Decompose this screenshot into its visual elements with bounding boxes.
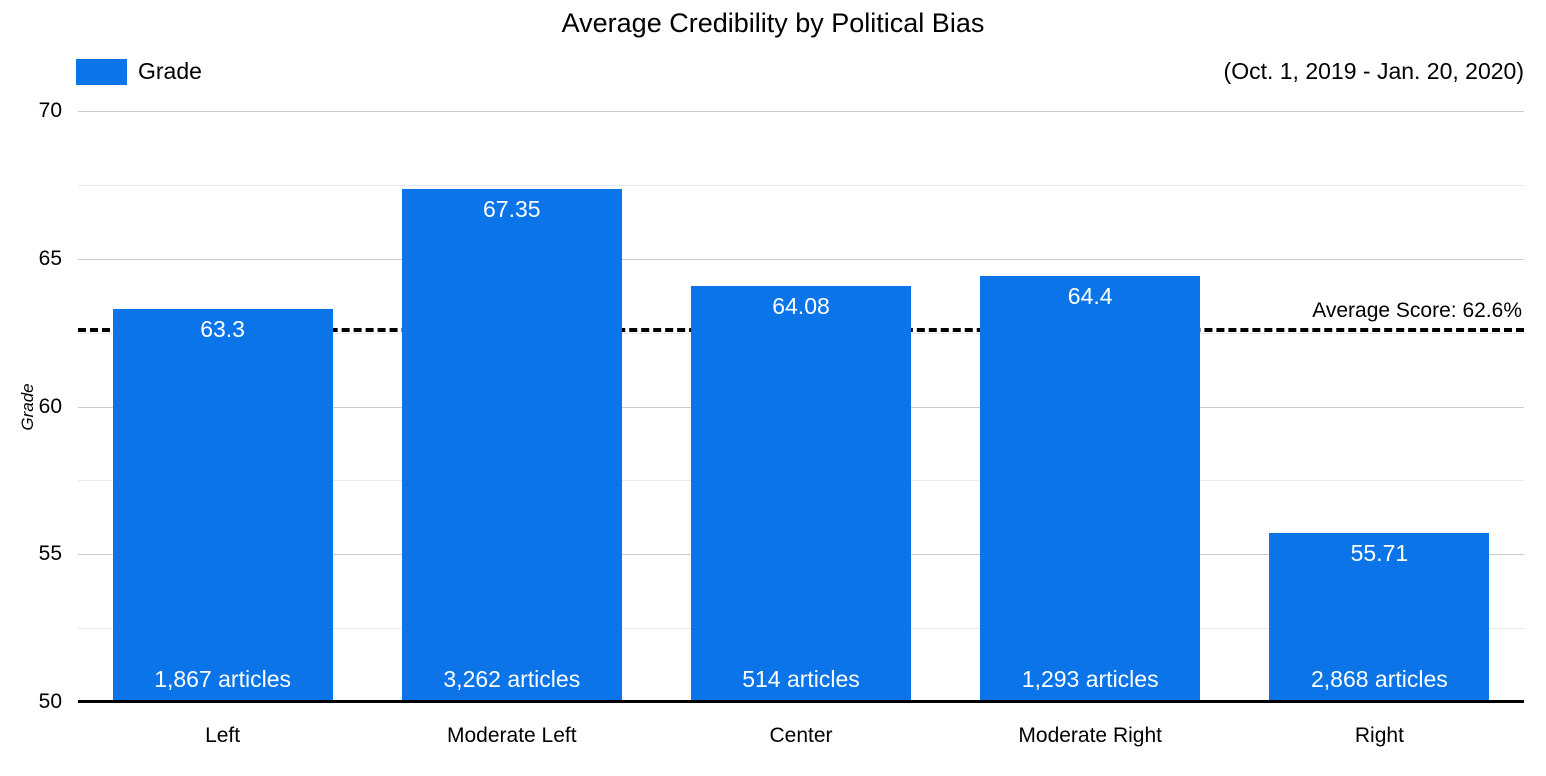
bar-value-label: 55.71 [1350,540,1409,567]
average-score-label: Average Score: 62.6% [1312,298,1522,322]
bar-article-count-label: 514 articles [742,665,860,692]
legend-label: Grade [138,58,202,84]
bar-moderate-right[interactable]: 64.4 1,293 articles [980,276,1201,702]
major-gridline [78,111,1524,112]
bar-right[interactable]: 55.71 2,868 articles [1269,533,1490,702]
legend-swatch [76,58,127,85]
bar-article-count-label: 3,262 articles [443,665,581,692]
y-tick-label: 50 [38,690,62,713]
bar-center[interactable]: 64.08 514 articles [691,285,911,702]
bar-article-count-label: 1,293 articles [1021,665,1159,692]
x-axis-label-moderate-left: Moderate Left [446,724,577,747]
y-tick-label: 65 [38,246,62,270]
y-tick-label: 70 [38,99,62,122]
plot-area: Grade 50 55 60 65 70 Average Score: 62.6% 63.3… [18,99,1524,747]
bar-article-count-label: 1,867 articles [154,665,291,692]
chart-title: Average Credibility by Political Bias [561,8,985,38]
bar-article-count-label: 2,868 articles [1310,665,1448,692]
bar-moderate-left[interactable]: 67.35 3,262 articles [401,189,622,702]
y-tick-label: 55 [38,542,62,566]
bar-value-label: 64.4 [1067,283,1113,310]
x-axis-line [78,700,1524,703]
x-axis-label-right: Right [1354,724,1404,747]
chart-subtitle: (Oct. 1, 2019 - Jan. 20, 2020) [1223,58,1524,84]
bar-value-label: 63.3 [200,315,245,342]
bar-left[interactable]: 63.3 1,867 articles [112,308,333,702]
bar-value-label: 64.08 [772,292,830,319]
y-tick-label: 60 [38,394,62,418]
minor-gridline [78,184,1524,186]
legend-item-grade[interactable]: Grade [76,58,202,85]
x-axis-label-left: Left [205,724,241,747]
x-axis-label-center: Center [769,724,833,747]
x-axis-label-moderate-right: Moderate Right [1018,724,1162,747]
major-gridline [78,258,1524,260]
bar-value-label: 67.35 [483,196,541,223]
